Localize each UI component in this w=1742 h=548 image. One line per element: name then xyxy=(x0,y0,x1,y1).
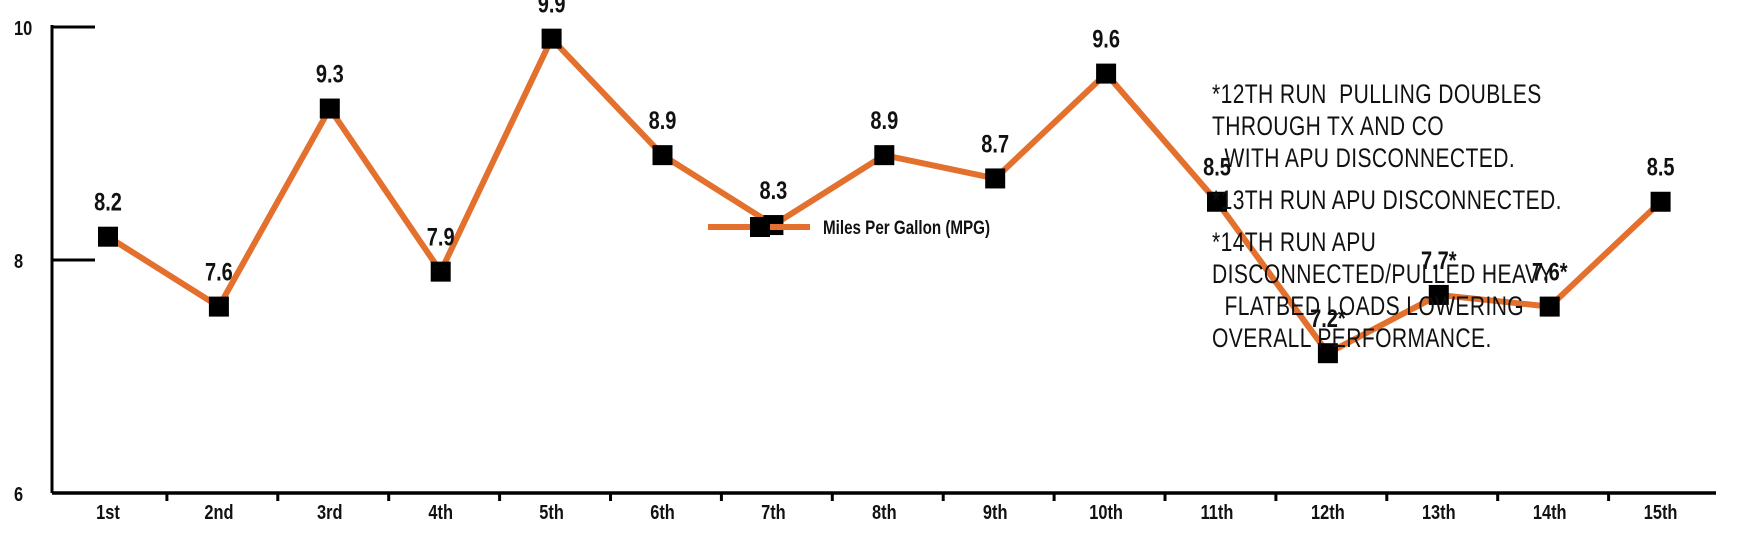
data-label: 9.9 xyxy=(538,0,566,18)
data-point-marker xyxy=(1207,191,1227,212)
data-point-marker xyxy=(541,28,562,49)
data-point-marker xyxy=(874,145,895,166)
data-label: 7.6 xyxy=(205,259,233,287)
x-tick-label: 9th xyxy=(983,500,1008,523)
data-label: 8.2 xyxy=(94,189,122,217)
data-point-marker xyxy=(98,226,118,247)
x-tick-label: 3rd xyxy=(317,500,343,523)
data-point-marker xyxy=(985,168,1006,189)
data-label: 8.7 xyxy=(981,130,1009,158)
data-label: 8.9 xyxy=(870,107,898,135)
x-tick-label: 11th xyxy=(1201,500,1234,523)
x-tick-label: 10th xyxy=(1089,500,1123,523)
note-12th-run: *12TH RUN PULLING DOUBLES THROUGH TX AND… xyxy=(1212,79,1542,173)
data-point-marker xyxy=(319,98,340,119)
data-label: 7.2* xyxy=(1310,305,1346,333)
data-point-marker xyxy=(430,261,451,282)
x-tick-label: 5th xyxy=(539,500,564,523)
note-14th-run: *14TH RUN APU DISCONNECTED/PULLED HEAVY … xyxy=(1212,227,1554,353)
data-label: 8.3 xyxy=(760,177,788,205)
data-point-marker xyxy=(208,296,229,317)
data-point-marker xyxy=(1539,296,1560,317)
data-point-marker xyxy=(1317,343,1338,364)
x-tick-label: 12th xyxy=(1311,500,1345,523)
data-label: 7.9 xyxy=(427,224,455,252)
x-tick-label: 13th xyxy=(1422,500,1456,523)
y-tick-label: 10 xyxy=(14,16,32,39)
x-tick-label: 8th xyxy=(872,500,897,523)
data-point-marker xyxy=(1096,63,1117,84)
note-13th-run: *13TH RUN APU DISCONNECTED. xyxy=(1212,185,1562,215)
x-tick-label: 1st xyxy=(96,500,120,523)
data-point-marker xyxy=(1428,284,1449,305)
legend-label: Miles Per Gallon (MPG) xyxy=(823,216,990,238)
x-tick-label: 6th xyxy=(650,500,675,523)
y-tick-label: 6 xyxy=(14,482,23,505)
data-label: 7.6* xyxy=(1532,259,1568,287)
data-point-marker xyxy=(652,145,673,166)
data-label: 8.5 xyxy=(1203,154,1231,182)
x-tick-label: 15th xyxy=(1644,500,1678,523)
data-label: 8.9 xyxy=(649,107,677,135)
notes-panel: *12TH RUN PULLING DOUBLES THROUGH TX AND… xyxy=(1212,78,1732,364)
data-label: 9.6 xyxy=(1092,26,1120,54)
legend-marker-swatch xyxy=(750,217,770,237)
x-tick-label: 4th xyxy=(428,500,453,523)
data-label: 9.3 xyxy=(316,60,344,88)
y-tick-label: 8 xyxy=(14,249,23,272)
x-tick-label: 7th xyxy=(761,500,786,523)
x-tick-label: 14th xyxy=(1533,500,1567,523)
x-tick-label: 2nd xyxy=(204,500,233,523)
data-label: 8.5 xyxy=(1647,154,1675,182)
data-label: 7.7* xyxy=(1421,247,1457,275)
data-point-marker xyxy=(1650,191,1671,212)
